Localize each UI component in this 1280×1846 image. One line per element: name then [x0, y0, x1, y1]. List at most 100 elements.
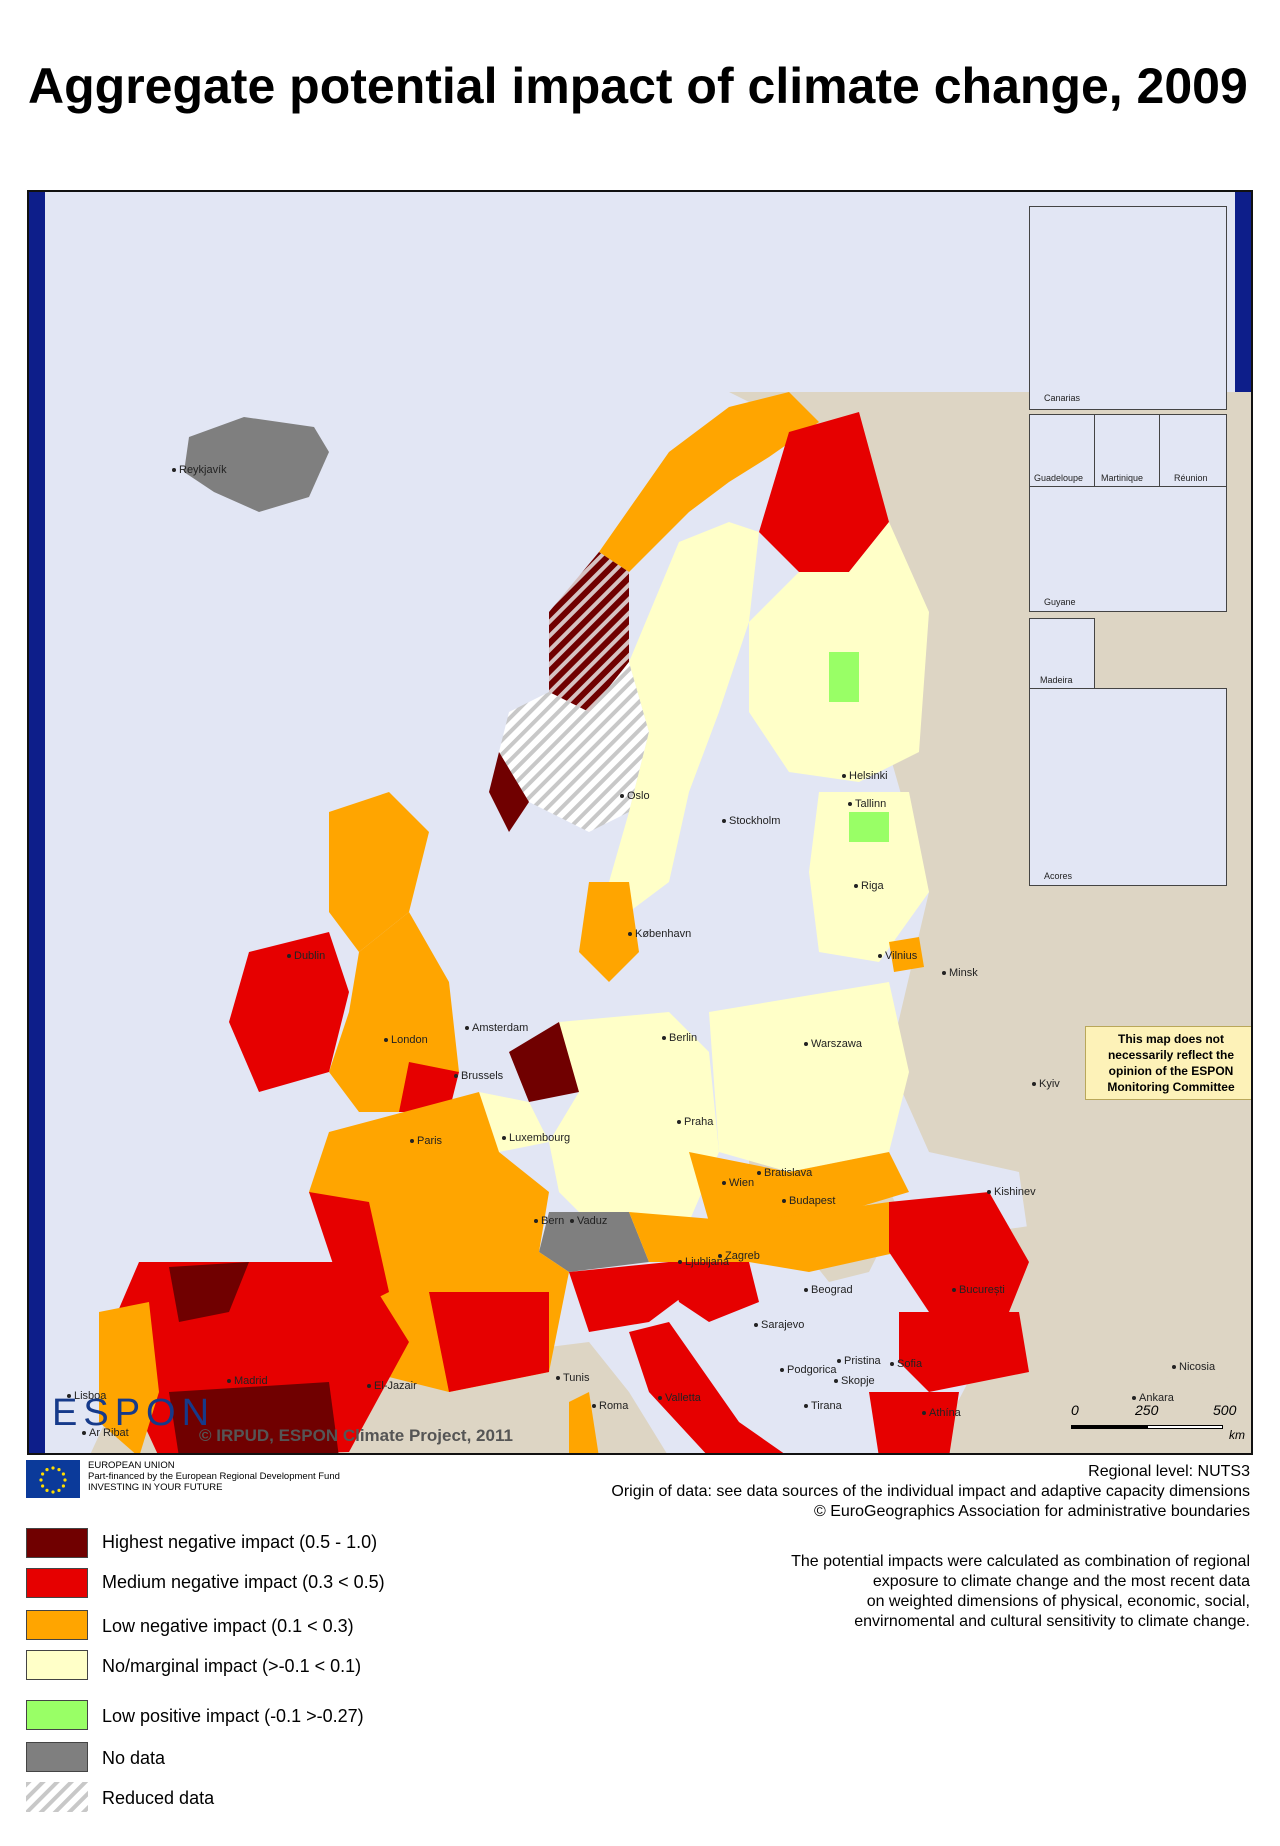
inset-madeira: Madeira [1029, 618, 1095, 690]
method-line: The potential impacts were calculated as… [791, 1553, 1250, 1570]
finland-north [759, 412, 889, 572]
scale-tick: 250 [1135, 1402, 1159, 1418]
greece [869, 1392, 959, 1453]
legend-label: Low negative impact (0.1 < 0.3) [102, 1616, 354, 1636]
city-label: Beograd [804, 1284, 853, 1296]
estonia-green [849, 812, 889, 842]
method-line: on weighted dimensions of physical, econ… [866, 1593, 1250, 1610]
city-label: Paris [409, 1135, 443, 1147]
inset-reunion: Réunion [1159, 414, 1227, 488]
legend-label: Reduced data [102, 1788, 215, 1808]
city-label: Amsterdam [464, 1022, 529, 1034]
legend-swatch [26, 1700, 88, 1730]
legend-swatch [26, 1650, 88, 1680]
city-label: Podgorica [780, 1364, 837, 1376]
city-label: Brussels [453, 1070, 504, 1082]
sweden [609, 522, 759, 912]
scotland [329, 792, 429, 952]
inset-label: Martinique [1101, 473, 1144, 483]
eu-line: EUROPEAN UNION [88, 1460, 175, 1471]
legend-swatch [26, 1528, 88, 1558]
source-line: © EuroGeographics Association for admini… [813, 1503, 1250, 1520]
inset-label: Guadeloupe [1034, 473, 1084, 483]
inset-acores: Acores [1029, 688, 1227, 886]
eu-text: EUROPEAN UNION Part-financed by the Euro… [88, 1460, 428, 1493]
non-espon-land-east [729, 392, 1251, 1453]
austria-switzerland-nodata [539, 1212, 649, 1272]
slovenia-croatia [669, 1262, 759, 1322]
france-red-south [429, 1292, 549, 1392]
sources-note: Regional level: NUTS3 Origin of data: se… [470, 1462, 1250, 1522]
inset-label: Réunion [1174, 473, 1208, 483]
legend-swatch [26, 1742, 88, 1772]
espon-logo: ESPON [52, 1392, 215, 1435]
city-label: Tunis [556, 1372, 590, 1384]
inset-label: Canarias [1044, 393, 1081, 403]
germany [549, 1012, 719, 1242]
city-label: Tallinn [847, 798, 887, 810]
legend-swatch [26, 1610, 88, 1640]
city-label: København [627, 928, 692, 940]
city-label: Sofia [889, 1358, 923, 1370]
inset-martinique: Martinique [1094, 414, 1161, 488]
eu-line: INVESTING IN YOUR FUTURE [88, 1482, 223, 1493]
city-label: Riga [854, 880, 884, 892]
poland [709, 982, 909, 1172]
legend-label: No/marginal impact (>-0.1 < 0.1) [102, 1656, 362, 1676]
city-label: Bratislava [756, 1167, 813, 1179]
italy-north [569, 1262, 689, 1332]
scale-bar: 0 250 500 km [1049, 1402, 1249, 1450]
city-label: Tirana [804, 1400, 842, 1412]
city-label: Praha [676, 1116, 714, 1128]
city-label: Kishinev [987, 1186, 1036, 1198]
city-label: London [384, 1034, 428, 1046]
copyright-note: © IRPUD, ESPON Climate Project, 2011 [199, 1426, 513, 1445]
portugal [99, 1302, 159, 1453]
city-label: Ljubljana [677, 1256, 730, 1268]
europe-map [90, 392, 1251, 1453]
city-label: Madrid [227, 1375, 268, 1387]
legend-label: No data [102, 1748, 166, 1768]
method-line: exposure to climate change and the most … [872, 1573, 1250, 1590]
city-label: Berlin [661, 1032, 698, 1044]
denmark [579, 882, 639, 982]
city-label: Bern [533, 1215, 565, 1227]
city-label: Luxembourg [501, 1132, 571, 1144]
inset-canarias: Canarias [1029, 206, 1227, 410]
lithuania-orange [889, 937, 924, 972]
spain-highest-north [169, 1262, 249, 1322]
city-label: Warszawa [804, 1038, 862, 1050]
city-label: Ankara [1132, 1392, 1174, 1404]
romania [889, 1192, 1029, 1312]
inset-label: Acores [1044, 871, 1073, 881]
ireland [229, 932, 349, 1092]
inset-guyane: Guyane [1029, 486, 1227, 612]
turkey [989, 1192, 1251, 1392]
norway-mid [549, 552, 629, 712]
city-label: Lisboa [66, 1390, 107, 1402]
italy-peninsula [629, 1322, 784, 1453]
spain-highest-south [169, 1382, 339, 1453]
city-label: Athína [922, 1407, 961, 1419]
czech-slovakia [689, 1152, 909, 1222]
eu-flag-icon [26, 1460, 80, 1498]
city-label: Vaduz [569, 1215, 608, 1227]
city-label: Dublin [286, 950, 326, 962]
map-title: Aggregate potential impact of climate ch… [28, 58, 1248, 114]
england [329, 912, 459, 1112]
scale-line [1071, 1425, 1223, 1429]
city-label: Vilnius [877, 950, 918, 962]
city-label: Wien [721, 1177, 755, 1189]
city-label: Pristina [837, 1355, 881, 1367]
england-southeast [399, 1062, 459, 1112]
city-label: Ar Ribat [82, 1427, 129, 1439]
iceland [184, 417, 329, 512]
legend-label: Highest negative impact (0.5 - 1.0) [102, 1532, 378, 1552]
source-line: Regional level: NUTS3 [1088, 1463, 1250, 1480]
method-note: The potential impacts were calculated as… [470, 1552, 1250, 1632]
city-label: București [952, 1284, 1005, 1296]
city-label: Helsinki [842, 770, 888, 782]
inset-label: Guyane [1044, 597, 1076, 607]
belgium [479, 1092, 549, 1152]
legend-label: Low positive impact (-0.1 >-0.27) [102, 1706, 364, 1726]
